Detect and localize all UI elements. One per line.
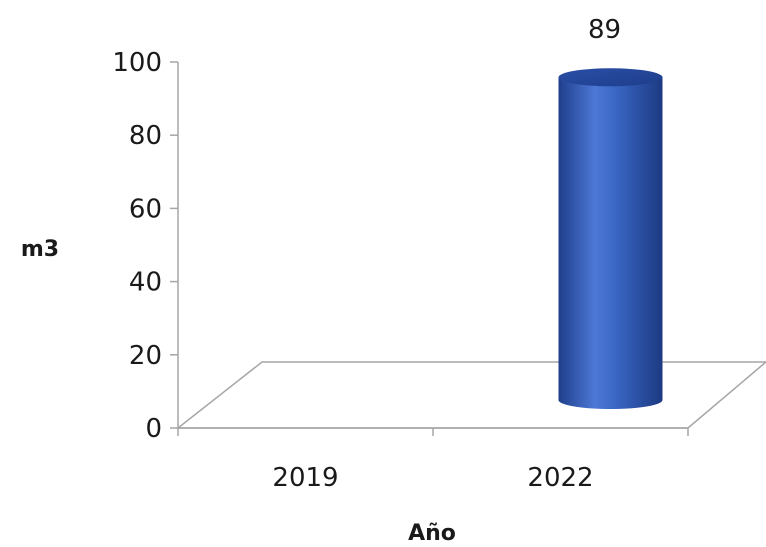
y-axis: 0 20 40 60 80 100 m3 (21, 48, 179, 444)
x-axis: 2019 2022 Año (177, 427, 689, 546)
y-tick-label: 80 (129, 121, 162, 151)
x-tick-label: 2022 (527, 463, 593, 493)
x-axis-title: Año (408, 521, 456, 546)
floor-plane (175, 361, 766, 429)
data-labels: 89 (588, 15, 621, 45)
floor (175, 361, 766, 429)
data-label: 89 (588, 15, 621, 45)
x-ticks: 2019 2022 (177, 428, 689, 493)
y-ticks: 0 20 40 60 80 100 (112, 48, 178, 444)
y-axis-title: m3 (21, 237, 59, 262)
bar-top-cap (558, 68, 663, 87)
y-tick-label: 20 (129, 341, 162, 371)
bar-body (558, 77, 663, 410)
bars (558, 68, 663, 410)
x-tick-label: 2019 (272, 463, 338, 493)
y-tick-label: 40 (129, 268, 162, 298)
bar-2022 (558, 68, 663, 410)
y-tick-label: 100 (112, 48, 162, 78)
y-tick-label: 60 (129, 194, 162, 224)
y-tick-label: 0 (145, 414, 162, 444)
